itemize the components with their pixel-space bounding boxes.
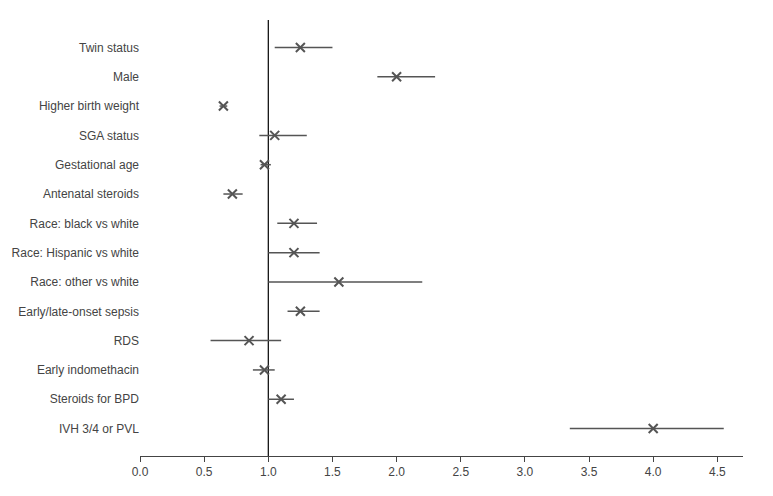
svg-text:2.0: 2.0 — [388, 465, 405, 479]
svg-text:Higher birth weight: Higher birth weight — [39, 99, 140, 113]
svg-text:4.5: 4.5 — [709, 465, 726, 479]
svg-text:Early/late-onset sepsis: Early/late-onset sepsis — [18, 305, 139, 319]
svg-text:0.5: 0.5 — [196, 465, 213, 479]
svg-text:SGA status: SGA status — [79, 129, 139, 143]
svg-text:Race: Hispanic vs white: Race: Hispanic vs white — [12, 246, 140, 260]
svg-text:Race: other vs white: Race: other vs white — [30, 275, 139, 289]
svg-text:Antenatal steroids: Antenatal steroids — [43, 187, 139, 201]
svg-text:Steroids for BPD: Steroids for BPD — [50, 392, 140, 406]
svg-text:3.0: 3.0 — [517, 465, 534, 479]
svg-text:RDS: RDS — [114, 334, 139, 348]
svg-text:1.0: 1.0 — [260, 465, 277, 479]
svg-text:0.0: 0.0 — [132, 465, 149, 479]
svg-text:IVH 3/4 or PVL: IVH 3/4 or PVL — [59, 422, 139, 436]
svg-text:Male: Male — [113, 70, 139, 84]
svg-text:Race: black vs white: Race: black vs white — [30, 217, 140, 231]
svg-text:2.5: 2.5 — [452, 465, 469, 479]
svg-text:3.5: 3.5 — [581, 465, 598, 479]
svg-text:Twin status: Twin status — [79, 41, 139, 55]
svg-text:4.0: 4.0 — [645, 465, 662, 479]
svg-text:Early indomethacin: Early indomethacin — [37, 363, 139, 377]
svg-text:Gestational age: Gestational age — [55, 158, 139, 172]
svg-text:1.5: 1.5 — [324, 465, 341, 479]
